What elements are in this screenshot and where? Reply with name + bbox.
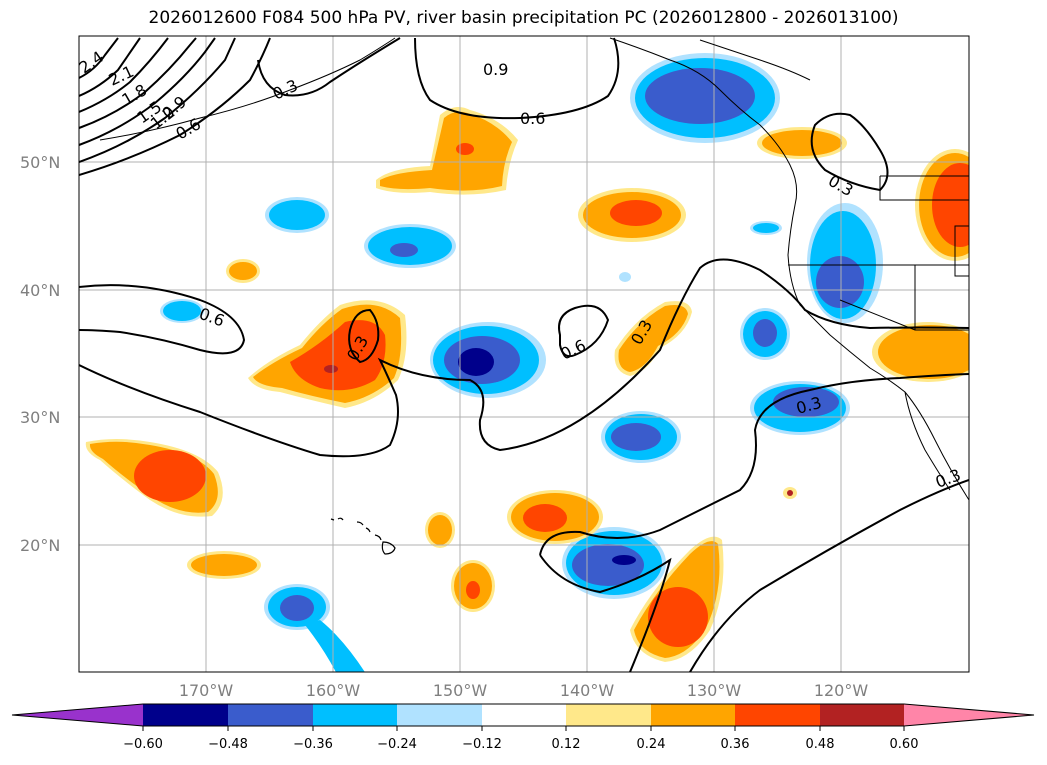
colorbar: −0.60 −0.48 −0.36 −0.24 −0.12 0.12 0.24 …: [11, 703, 1035, 752]
lat-label: 30°N: [20, 408, 60, 427]
pos-anomaly-near-173w-25n: [85, 439, 223, 517]
pos-anomaly-near-132w-15n: [630, 536, 724, 662]
lat-label: 50°N: [20, 153, 60, 172]
pos-anomaly-tiny-24n: [783, 487, 797, 499]
colorbar-bin: [820, 704, 904, 726]
lon-label: 150°W: [433, 681, 488, 700]
neg-anomaly-near-126w-37n: [740, 308, 790, 360]
pos-anomaly-small-42n: [226, 259, 260, 283]
colorbar-bin: [735, 704, 820, 726]
plot-frame: [78, 35, 970, 673]
colorbar-tick-label: −0.12: [462, 737, 502, 752]
pos-anomaly-near-167w-19n: [187, 551, 261, 579]
lat-label: 40°N: [20, 281, 60, 300]
colorbar-bin: [228, 704, 313, 726]
lon-label: 160°W: [306, 681, 361, 700]
lat-labels: 50°N 40°N 30°N 20°N: [20, 153, 60, 555]
pv-contours: [79, 37, 969, 672]
colorbar-extend-min: [12, 704, 143, 726]
neg-anomaly-near-139w-30n: [601, 411, 681, 463]
coastlines: [99, 37, 969, 501]
neg-anomaly-tiny-dot: [619, 272, 631, 282]
hawaii-islands: [330, 517, 396, 555]
colorbar-tick-label: −0.36: [293, 737, 333, 752]
pv-label: 0.9: [483, 60, 508, 79]
pos-anomaly-core-157w-35n: [248, 300, 407, 408]
neg-anomaly-central-pacific-small: [265, 197, 329, 233]
colorbar-bin: [143, 704, 228, 726]
colorbar-bin: [566, 704, 651, 726]
precip-anomaly-shading: [85, 53, 969, 672]
colorbar-ticks: [142, 726, 905, 731]
pv-label: 0.6: [520, 109, 545, 128]
colorbar-tick-label: 0.36: [721, 737, 750, 752]
pos-anomaly-near-139w-46n: [578, 188, 686, 242]
lon-labels: 170°W 160°W 150°W 140°W 130°W 120°W: [179, 681, 869, 700]
neg-anomaly-near-123w-31n: [750, 381, 850, 435]
colorbar-tick-label: −0.48: [208, 737, 248, 752]
colorbar-bin: [482, 704, 566, 726]
colorbar-bin: [313, 704, 397, 726]
colorbar-tick-labels: −0.60 −0.48 −0.36 −0.24 −0.12 0.12 0.24 …: [123, 737, 918, 752]
pos-anomaly-near-127w-52n: [757, 127, 847, 159]
lat-label: 20°N: [20, 536, 60, 555]
colorbar-tick-label: −0.60: [123, 737, 163, 752]
lon-label: 120°W: [814, 681, 869, 700]
pos-anomaly-near-148w-16n: [451, 560, 495, 612]
neg-anomaly-small-45n: [750, 221, 782, 235]
lon-label: 130°W: [687, 681, 742, 700]
colorbar-bin: [651, 704, 735, 726]
colorbar-bin: [397, 704, 482, 726]
pos-anomaly-near-141w-22n: [507, 490, 603, 544]
neg-anomaly-west-38n: [160, 299, 204, 323]
colorbar-tick-label: 0.60: [890, 737, 919, 752]
colorbar-tick-label: 0.48: [806, 737, 835, 752]
lon-label: 170°W: [179, 681, 234, 700]
neg-anomaly-core-150w-35n: [430, 322, 546, 398]
map-title: 2026012600 F084 500 hPa PV, river basin …: [148, 8, 899, 28]
neg-anomaly-alaska-panhandle: [630, 53, 780, 143]
pos-anomaly-near-149w-21n: [425, 512, 455, 548]
colorbar-tick-label: −0.24: [377, 737, 417, 752]
gridlines: [79, 36, 969, 672]
pos-anomaly-near-150w-52n: [376, 106, 518, 195]
colorbar-tick-label: 0.24: [637, 737, 666, 752]
lon-label: 140°W: [560, 681, 615, 700]
colorbar-tick-label: 0.12: [552, 737, 581, 752]
neg-anomaly-near-150w-45n: [364, 224, 456, 268]
pos-anomaly-east-35n: [872, 322, 969, 382]
neg-anomaly-near-162w-15n: [264, 584, 365, 672]
colorbar-extend-max: [904, 704, 1034, 726]
neg-anomaly-pacific-northwest: [807, 203, 883, 323]
